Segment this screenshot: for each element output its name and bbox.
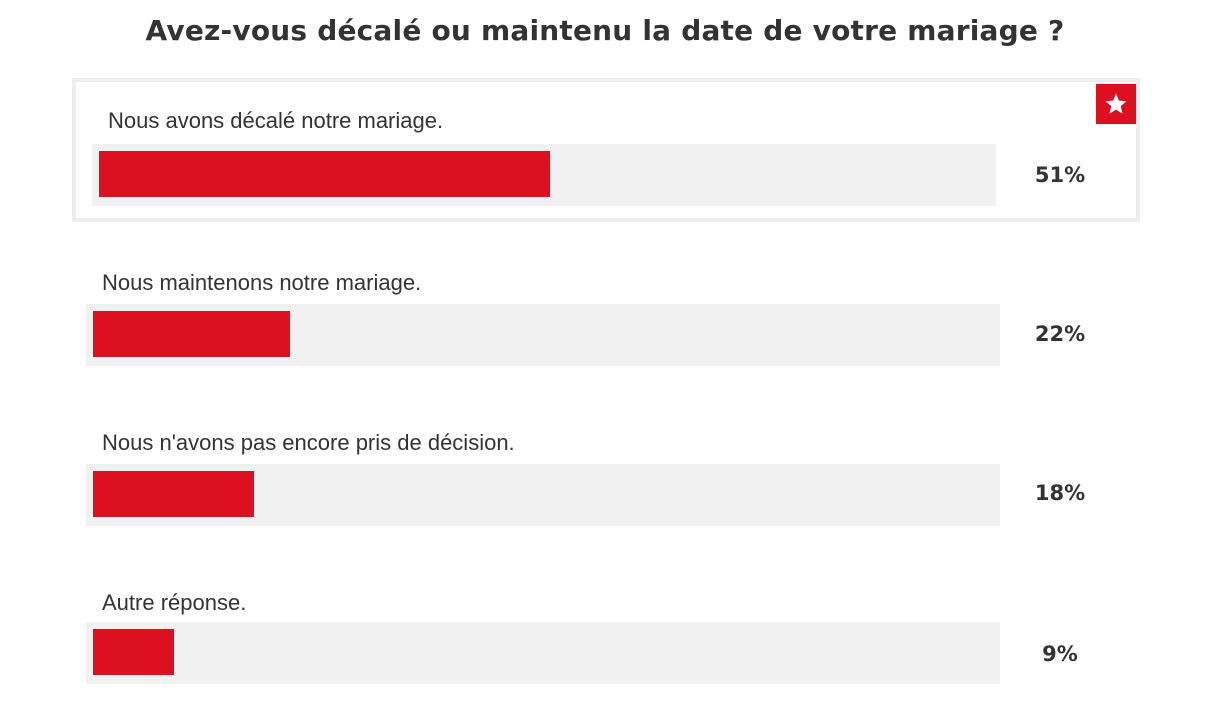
bar-fill (99, 151, 550, 197)
bar-track (86, 304, 1000, 366)
poll-title: Avez-vous décalé ou maintenu la date de … (145, 14, 1065, 47)
poll-option-percent: 51% (1034, 163, 1086, 187)
poll-option-label: Nous avons décalé notre mariage. (108, 108, 444, 133)
poll-option-label: Autre réponse. (102, 590, 247, 615)
poll-option-label: Nous maintenons notre mariage. (102, 270, 422, 295)
bar-track (92, 144, 996, 206)
bar-fill (93, 311, 290, 357)
poll-option: Nous maintenons notre mariage. 22% (80, 258, 1140, 368)
poll-option: Nous n'avons pas encore pris de décision… (80, 418, 1140, 528)
poll-option-percent: 22% (1034, 322, 1086, 346)
poll-option-percent: 9% (1042, 642, 1078, 666)
bar-track (86, 464, 1000, 526)
bar-track (86, 622, 1000, 684)
bar-fill (93, 471, 254, 517)
bar-fill (93, 629, 174, 675)
star-icon (1105, 93, 1127, 114)
poll-option: Autre réponse. 9% (80, 576, 1140, 686)
poll-option-winner: Nous avons décalé notre mariage. 51% (72, 78, 1140, 222)
poll-option-label: Nous n'avons pas encore pris de décision… (102, 430, 515, 455)
poll-option-percent: 18% (1034, 481, 1086, 505)
winner-badge (1096, 84, 1136, 124)
